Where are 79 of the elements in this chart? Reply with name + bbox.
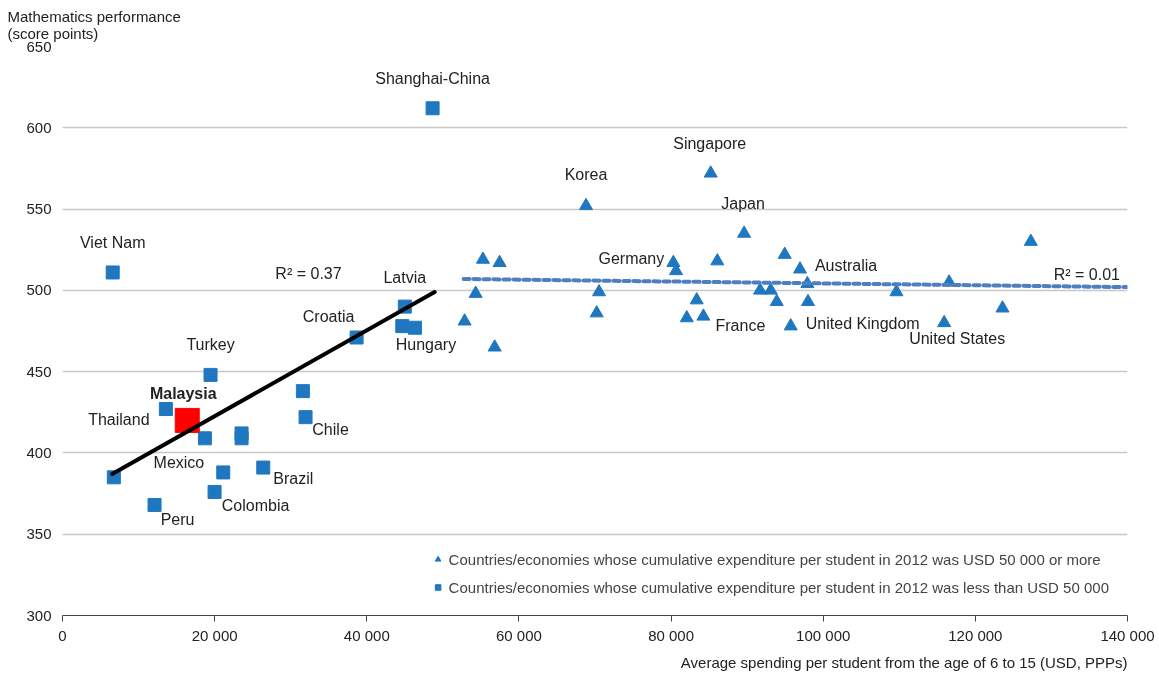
point: [298, 410, 313, 425]
legend-label: Countries/economies whose cumulative expenditure per student in 2012 was less than USD 50 000: [448, 578, 1109, 596]
y-tick-label: 500: [26, 281, 52, 299]
x-tick-label: 100 000: [796, 626, 851, 644]
point: [769, 293, 784, 306]
annotation: Germany: [598, 250, 665, 268]
point: [589, 305, 604, 318]
point: [295, 384, 310, 399]
point: [937, 314, 952, 328]
point: [592, 283, 607, 297]
point: [689, 292, 704, 305]
point: [1023, 233, 1038, 246]
point: [703, 165, 718, 178]
point: [158, 402, 173, 417]
x-tick-label: 80 000: [648, 626, 695, 644]
point: [801, 293, 815, 306]
point: [407, 320, 422, 335]
x-tick-label: 60 000: [495, 626, 542, 644]
y-tick-label: 400: [26, 443, 52, 461]
y-tick-label: 600: [26, 118, 52, 136]
point: [793, 261, 808, 274]
y-tick-label: 350: [26, 525, 52, 543]
annotation: United States: [909, 330, 1006, 348]
x-axis-title: Average spending per student from the age of 6 to 15 (USD, PPPs): [680, 653, 1128, 671]
point: [475, 251, 490, 264]
point: [216, 465, 231, 480]
x-tick-label: 20 000: [191, 626, 238, 644]
annotation: Shanghai-China: [375, 69, 491, 87]
annotation: Colombia: [221, 497, 290, 515]
point: [203, 367, 218, 382]
annotation: Peru: [160, 511, 195, 529]
point: [468, 285, 483, 298]
point: [234, 431, 249, 446]
annotation: Hungary: [395, 336, 457, 354]
point: [579, 197, 594, 211]
point: [487, 339, 502, 352]
point: [105, 265, 120, 280]
point: [737, 225, 752, 238]
point: [492, 254, 507, 267]
annotation: Latvia: [383, 269, 427, 287]
point: [197, 431, 212, 446]
point: [696, 308, 711, 321]
annotation: Australia: [814, 256, 878, 274]
x-tick-label: 120 000: [948, 626, 1003, 644]
point: [207, 484, 222, 499]
annotation: Korea: [564, 166, 608, 184]
x-tick-label: 0: [58, 626, 67, 644]
point: [777, 246, 792, 259]
x-tick-label: 40 000: [343, 626, 390, 644]
point: [679, 309, 694, 323]
point: [147, 497, 162, 512]
point: [783, 318, 798, 331]
annotation: United Kingdom: [805, 314, 920, 332]
annotation: Malaysia: [149, 384, 217, 402]
annotation: Croatia: [302, 308, 355, 325]
annotation: Japan: [721, 194, 765, 212]
point: [763, 282, 778, 295]
legend-label: Countries/economies whose cumulative expenditure per student in 2012 was USD 50 000 or more: [448, 550, 1101, 568]
annotation: R² = 0.37: [275, 265, 342, 282]
annotation: Turkey: [186, 336, 235, 354]
point: [256, 460, 271, 475]
annotation: Chile: [312, 420, 349, 438]
point: [710, 253, 725, 266]
annotation: Singapore: [673, 134, 747, 152]
point: [995, 300, 1010, 313]
y-tick-label: 550: [26, 200, 52, 218]
annotation: Viet Nam: [79, 233, 146, 251]
x-tick-label: 140 000: [1100, 626, 1155, 644]
point: [457, 313, 472, 326]
annotation: Mexico: [153, 453, 205, 471]
annotation: Thailand: [88, 410, 150, 428]
point: [753, 282, 768, 295]
annotation: Brazil: [273, 470, 314, 488]
annotation: R² = 0.01: [1053, 265, 1121, 283]
point: [395, 319, 410, 334]
annotation: France: [715, 316, 766, 334]
y-axis-title: Mathematics performance (score points): [7, 7, 181, 42]
y-tick-label: 300: [26, 606, 52, 624]
y-tick-label: 450: [26, 362, 52, 380]
